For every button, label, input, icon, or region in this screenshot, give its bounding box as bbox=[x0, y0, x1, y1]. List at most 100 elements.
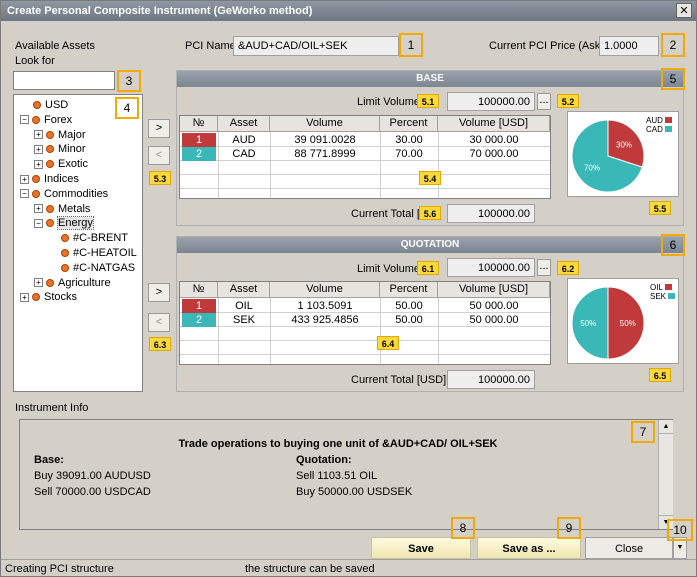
scroll-down-icon[interactable]: ▼ bbox=[659, 515, 673, 529]
table-cell: 2 bbox=[182, 313, 216, 327]
tree-node[interactable]: + Major bbox=[34, 128, 86, 142]
asset-node-icon bbox=[32, 115, 40, 124]
grid-divider bbox=[180, 326, 550, 327]
column-header[interactable]: Asset bbox=[218, 282, 270, 298]
table-cell[interactable]: 30.00 bbox=[395, 134, 423, 146]
collapse-icon[interactable]: − bbox=[20, 115, 29, 125]
tree-node-label: #C-HEATOIL bbox=[73, 247, 137, 259]
status-right: the structure can be saved bbox=[245, 563, 375, 575]
quotation-limit-field[interactable]: 100000.00 bbox=[447, 258, 535, 277]
add-to-base-button[interactable]: > bbox=[148, 119, 170, 138]
expand-icon[interactable]: + bbox=[34, 144, 43, 154]
grid-divider bbox=[180, 146, 550, 147]
pie-slice-label: 50% bbox=[620, 319, 636, 328]
tree-node[interactable]: #C-BRENT bbox=[48, 231, 128, 245]
info-quotation-label: Quotation: bbox=[296, 454, 352, 466]
grid-divider bbox=[180, 340, 550, 341]
title-bar: Create Personal Composite Instrument (Ge… bbox=[1, 1, 696, 21]
add-to-quotation-button[interactable]: > bbox=[148, 283, 170, 302]
marker-5-6: 5.6 bbox=[419, 206, 441, 220]
table-cell[interactable]: 1 103.5091 bbox=[297, 300, 353, 312]
tree-node[interactable]: #C-HEATOIL bbox=[48, 246, 137, 260]
column-header[interactable]: № bbox=[180, 116, 218, 132]
tree-node[interactable]: USD bbox=[20, 98, 68, 112]
base-limit-field[interactable]: 100000.00 bbox=[447, 92, 535, 111]
base-pie-chart: 30% 70% bbox=[571, 119, 645, 193]
current-price-field: 1.0000 bbox=[599, 36, 659, 56]
scroll-up-icon[interactable]: ▲ bbox=[659, 420, 673, 434]
column-header[interactable]: Percent bbox=[380, 116, 438, 132]
tree-node[interactable]: + Exotic bbox=[34, 157, 88, 171]
tree-node[interactable]: − Forex bbox=[20, 113, 72, 127]
asset-node-icon bbox=[46, 219, 54, 228]
save-as-button[interactable]: Save as ... bbox=[477, 537, 581, 559]
table-cell[interactable]: 30 000.00 bbox=[469, 134, 519, 146]
pie-slice-label: 70% bbox=[584, 164, 600, 173]
asset-tree[interactable]: USD − Forex + Major + Minor + Exotic + Indices − Com… bbox=[13, 94, 143, 392]
table-cell[interactable]: 433 925.4856 bbox=[291, 314, 359, 326]
base-grid[interactable]: № Asset Volume Percent Volume [USD] 1 AUD 39 09… bbox=[179, 115, 551, 203]
close-button[interactable]: Close bbox=[585, 537, 673, 559]
marker-5: 5 bbox=[661, 68, 685, 90]
quotation-total-label: Current Total [USD] bbox=[351, 374, 447, 386]
tree-node[interactable]: + Agriculture bbox=[34, 276, 111, 290]
close-icon[interactable]: ✕ bbox=[676, 3, 692, 18]
table-cell: CAD bbox=[232, 148, 256, 160]
tree-node[interactable]: + Indices bbox=[20, 172, 79, 186]
pie-slice bbox=[607, 119, 645, 168]
expand-icon[interactable]: + bbox=[34, 159, 43, 169]
table-cell[interactable]: 39 091.0028 bbox=[294, 134, 356, 146]
tree-node[interactable]: + Metals bbox=[34, 202, 90, 216]
tree-node[interactable]: #C-NATGAS bbox=[48, 261, 135, 275]
tree-node[interactable]: + Minor bbox=[34, 142, 86, 156]
grid-divider bbox=[180, 368, 550, 369]
table-cell[interactable]: 50 000.00 bbox=[469, 314, 519, 326]
table-cell[interactable]: 88 771.8999 bbox=[294, 148, 356, 160]
expand-icon[interactable]: + bbox=[20, 174, 29, 184]
grid-divider bbox=[218, 298, 219, 364]
tree-node[interactable]: − Commodities bbox=[20, 187, 108, 201]
remove-from-base-button[interactable]: < bbox=[148, 146, 170, 165]
column-header[interactable]: Volume [USD] bbox=[438, 282, 550, 298]
quotation-grid[interactable]: № Asset Volume Percent Volume [USD] 1 OIL 1 103… bbox=[179, 281, 551, 369]
column-header[interactable]: Asset bbox=[218, 116, 270, 132]
save-button[interactable]: Save bbox=[371, 537, 471, 559]
marker-5-2: 5.2 bbox=[557, 94, 579, 108]
expand-icon[interactable]: + bbox=[34, 204, 43, 214]
table-cell[interactable]: 50.00 bbox=[395, 314, 423, 326]
collapse-icon[interactable]: − bbox=[34, 218, 43, 228]
pie-slice bbox=[607, 286, 645, 360]
remove-from-quotation-button[interactable]: < bbox=[148, 313, 170, 332]
tree-node[interactable]: + Stocks bbox=[20, 290, 77, 304]
quotation-limit-ellipsis-button[interactable]: ... bbox=[537, 259, 551, 276]
grid-divider bbox=[380, 298, 381, 364]
column-header[interactable]: Volume bbox=[270, 282, 380, 298]
table-cell: AUD bbox=[232, 134, 256, 146]
expand-icon[interactable]: + bbox=[34, 130, 43, 140]
close-dropdown-icon[interactable]: ▼ bbox=[673, 537, 687, 559]
pie-slice bbox=[571, 119, 643, 193]
info-scrollbar[interactable]: ▲ ▼ bbox=[658, 420, 673, 529]
expand-icon[interactable]: + bbox=[20, 292, 29, 302]
column-header[interactable]: Percent bbox=[380, 282, 438, 298]
table-cell: 1 bbox=[182, 299, 216, 313]
table-cell[interactable]: 70.00 bbox=[395, 148, 423, 160]
tree-node-label: #C-NATGAS bbox=[73, 261, 136, 274]
collapse-icon[interactable]: − bbox=[20, 189, 29, 199]
table-cell[interactable]: 50.00 bbox=[395, 300, 423, 312]
table-cell[interactable]: 50 000.00 bbox=[469, 300, 519, 312]
asset-node-icon bbox=[61, 249, 69, 258]
table-cell[interactable]: 70 000.00 bbox=[469, 148, 519, 160]
column-header[interactable]: Volume [USD] bbox=[438, 116, 550, 132]
look-for-input[interactable] bbox=[13, 71, 115, 90]
column-header[interactable]: № bbox=[180, 282, 218, 298]
base-limit-ellipsis-button[interactable]: ... bbox=[537, 93, 551, 110]
pci-name-field[interactable]: &AUD+CAD/OIL+SEK bbox=[233, 36, 399, 56]
tree-node[interactable]: − Energy bbox=[34, 216, 94, 231]
tree-node-label: Minor bbox=[58, 143, 86, 156]
expand-icon[interactable]: + bbox=[34, 278, 43, 288]
column-header[interactable]: Volume bbox=[270, 116, 380, 132]
marker-2: 2 bbox=[661, 33, 685, 57]
base-header: BASE bbox=[177, 71, 683, 87]
asset-node-icon bbox=[46, 204, 54, 213]
